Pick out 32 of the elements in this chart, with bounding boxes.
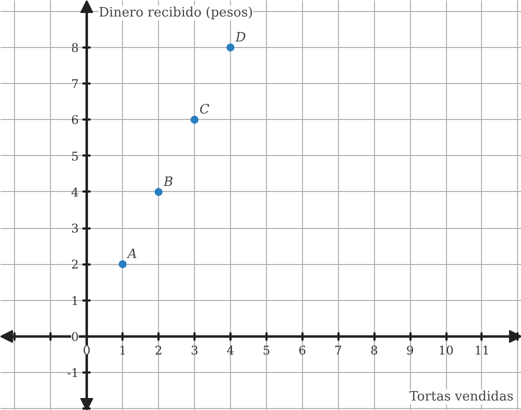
point [190, 116, 199, 124]
x-tick-label: 4 [226, 343, 235, 358]
x-tick-label: 10 [438, 343, 454, 358]
annotation: A [126, 247, 138, 262]
y-axis-title: Dinero recibido (pesos) [98, 6, 253, 20]
x-axis-title: Tortas vendidas [409, 390, 514, 404]
point [118, 260, 127, 268]
annotation: D [234, 30, 246, 46]
x-tick-label: 8 [370, 343, 378, 358]
point [154, 188, 163, 196]
y-tick-label: 5 [71, 149, 79, 164]
x-tick-label: 11 [474, 343, 490, 358]
y-tick-label: 1 [71, 294, 79, 308]
y-tick-label: -1 [67, 366, 79, 380]
y-tick-label: 6 [71, 113, 79, 128]
annotation: C [200, 102, 210, 118]
y-tick-label: 2 [71, 258, 79, 272]
point [226, 43, 234, 52]
x-tick-label: 2 [154, 343, 162, 358]
x-tick-label: 5 [262, 343, 270, 358]
y-tick-label: 0 [71, 330, 79, 344]
y-tick-label: 7 [71, 77, 79, 92]
x-tick-label: 1 [118, 343, 126, 358]
x-tick-label: 0 [82, 343, 91, 358]
y-tick-label: 4 [71, 185, 80, 200]
y-tick-label: 8 [71, 40, 79, 55]
x-tick-label: 9 [406, 343, 414, 358]
x-tick-label: 6 [298, 343, 306, 358]
annotation: B [162, 174, 174, 190]
y-tick-label: 3 [71, 222, 79, 236]
x-tick-label: 7 [334, 343, 342, 358]
x-tick-label: 3 [190, 343, 198, 358]
